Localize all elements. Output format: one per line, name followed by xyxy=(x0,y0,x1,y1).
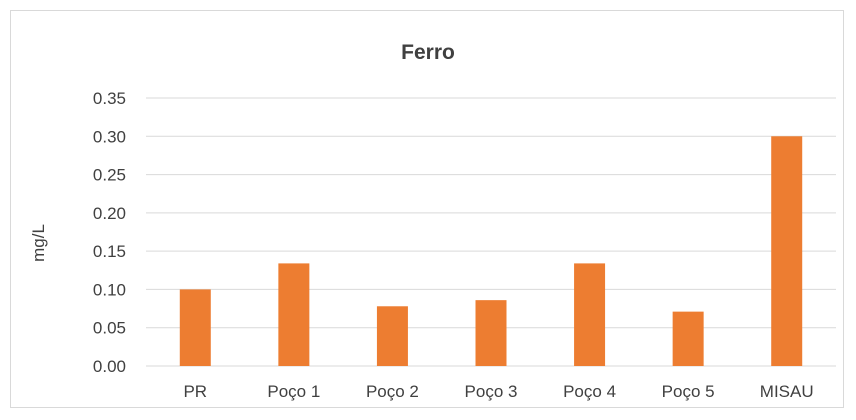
bar xyxy=(278,263,310,366)
y-tick-label: 0.35 xyxy=(93,89,126,108)
y-tick-label: 0.25 xyxy=(93,166,126,185)
bar xyxy=(672,311,704,366)
y-tick-label: 0.20 xyxy=(93,204,126,223)
x-tick-label: Poço 3 xyxy=(465,382,518,401)
y-tick-label: 0.00 xyxy=(93,357,126,376)
x-tick-label: Poço 5 xyxy=(662,382,715,401)
x-tick-label: MISAU xyxy=(760,382,814,401)
y-tick-label: 0.10 xyxy=(93,280,126,299)
gridlines xyxy=(146,97,836,367)
bar xyxy=(376,306,408,366)
bars xyxy=(179,136,803,366)
bar xyxy=(179,289,211,366)
bar xyxy=(771,136,803,366)
y-axis-label: mg/L xyxy=(29,224,48,262)
y-axis-ticks: 0.00 0.05 0.10 0.15 0.20 0.25 0.30 0.35 xyxy=(93,89,126,376)
chart-title: Ferro xyxy=(401,41,455,64)
chart-frame xyxy=(10,10,844,408)
bar xyxy=(475,300,507,366)
bar xyxy=(574,263,606,366)
x-tick-label: PR xyxy=(183,382,207,401)
x-axis-ticks: PR Poço 1 Poço 2 Poço 3 Poço 4 Poço 5 MISAU xyxy=(183,382,813,401)
x-tick-label: Poço 2 xyxy=(366,382,419,401)
y-tick-label: 0.15 xyxy=(93,242,126,261)
x-tick-label: Poço 4 xyxy=(563,382,616,401)
x-tick-label: Poço 1 xyxy=(267,382,320,401)
y-tick-label: 0.05 xyxy=(93,319,126,338)
y-tick-label: 0.30 xyxy=(93,127,126,146)
